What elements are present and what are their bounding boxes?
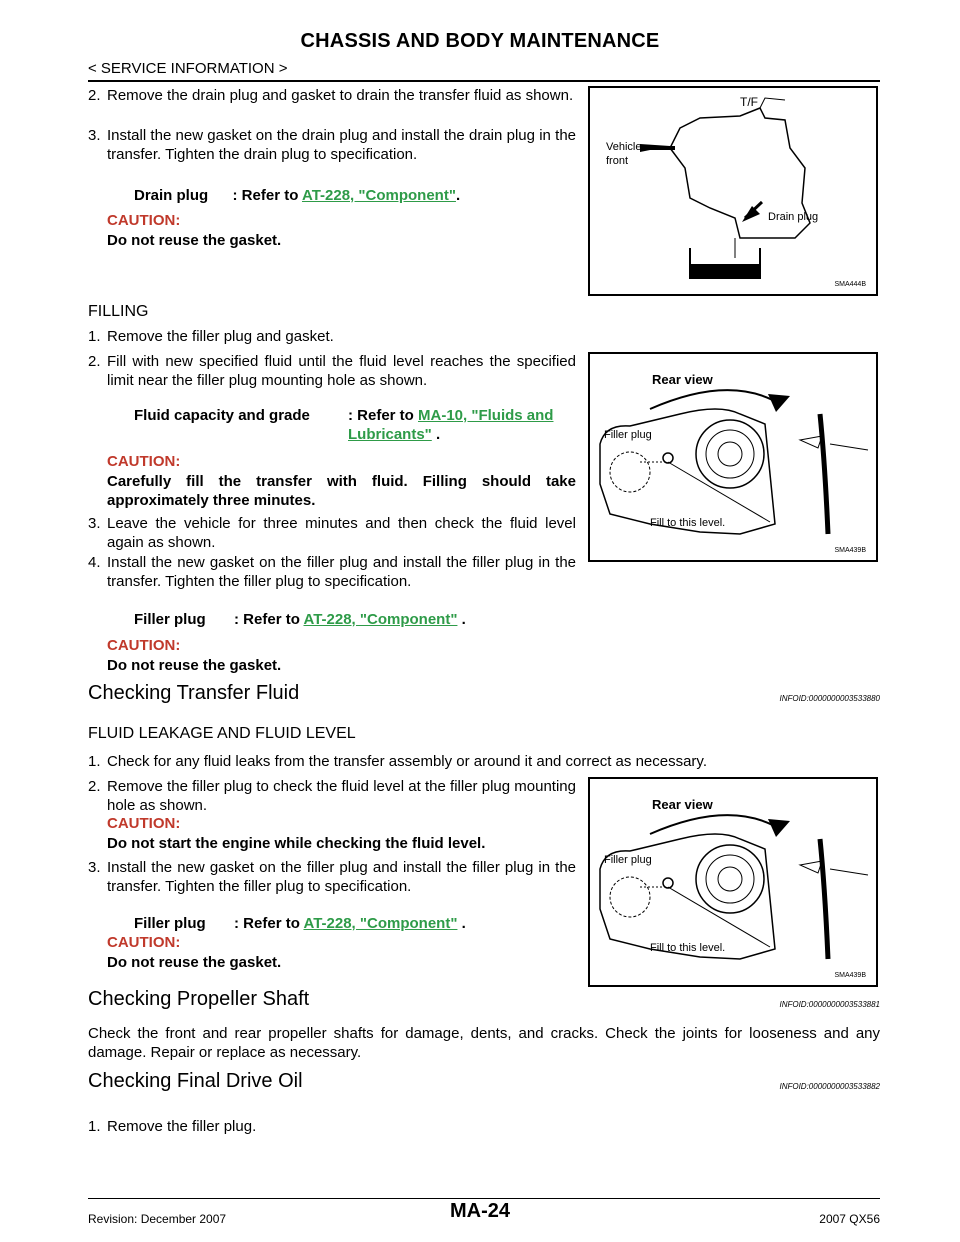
spec-link[interactable]: AT-228, "Component" (303, 611, 458, 628)
caution-label: CAUTION: (107, 815, 181, 832)
label-rear-view: Rear view (652, 797, 714, 812)
spec-label: Drain plug (134, 187, 209, 204)
info-id: INFOID:0000000003533881 (779, 1000, 880, 1009)
label-tf: T/F (740, 95, 758, 109)
info-id: INFOID:0000000003533880 (779, 694, 880, 703)
figure-code: SMA439B (834, 972, 866, 979)
caution-text: Carefully fill the transfer with fluid. … (107, 473, 576, 509)
figure-rear-view-1: Rear view Filler plug Fill to this level… (588, 352, 878, 562)
spec-row: Filler plug : Refer to AT-228, "Componen… (134, 611, 466, 628)
list-item: 2. Fill with new specified fluid until t… (88, 353, 576, 389)
list-item: 1. Remove the filler plug. (88, 1118, 257, 1135)
section-title-transfer-fluid: Checking Transfer Fluid (88, 682, 300, 704)
figure-drain-plug: T/F Vehicle front Drain plug SMA444B (588, 86, 878, 296)
figure-code: SMA439B (834, 547, 866, 554)
header-divider (88, 80, 880, 82)
label-front: front (606, 155, 628, 167)
section-title-propeller-shaft: Checking Propeller Shaft (88, 988, 310, 1010)
transfer-drain-diagram: T/F Vehicle front Drain plug (606, 95, 818, 279)
caution-text: Do not reuse the gasket. (107, 232, 282, 249)
page-title: CHASSIS AND BODY MAINTENANCE (300, 30, 660, 52)
caution-label: CAUTION: (107, 637, 181, 654)
spec-sep: : Refer to (232, 187, 299, 204)
model: 2007 QX56 (819, 1212, 880, 1226)
filler-plug-diagram: Rear view Filler plug Fill to this level… (599, 797, 869, 960)
filler-plug-diagram: Rear view Filler plug Fill to this level… (599, 372, 869, 535)
list-item: 2. Remove the filler plug to check the f… (88, 778, 576, 814)
subheading-fluid-leakage: FLUID LEAKAGE AND FLUID LEVEL (88, 725, 356, 742)
label-drain-plug: Drain plug (768, 211, 818, 223)
figure-rear-view-2: Rear view Filler plug Fill to this level… (588, 777, 878, 987)
list-item: 1. Check for any fluid leaks from the tr… (88, 753, 707, 770)
caution-label: CAUTION: (107, 453, 181, 470)
label-fill-level: Fill to this level. (650, 942, 725, 954)
step-number: 3. (88, 127, 101, 144)
figure-code: SMA444B (834, 281, 866, 288)
spec-row: Drain plug : Refer to AT-228, "Component… (134, 187, 461, 204)
list-item: 3. Install the new gasket on the filler … (88, 859, 576, 895)
label-filler-plug: Filler plug (604, 854, 652, 866)
list-item: 1. Remove the filler plug and gasket. (88, 328, 334, 345)
caution-text: Do not reuse the gasket. (107, 657, 282, 674)
info-id: INFOID:0000000003533882 (779, 1082, 880, 1091)
footer-divider (88, 1198, 880, 1199)
caution-label: CAUTION: (107, 212, 181, 229)
label-rear-view: Rear view (652, 372, 714, 387)
list-item: 2. Remove the drain plug and gasket to d… (88, 86, 576, 126)
step-text: Install the new gasket on the drain plug… (107, 127, 576, 163)
spec-label: Fluid capacity and grade (134, 407, 310, 424)
list-item: 3. Install the new gasket on the drain p… (88, 126, 576, 166)
spec-link[interactable]: AT-228, "Component" (301, 187, 456, 204)
list-item: 3. Leave the vehicle for three minutes a… (88, 515, 576, 551)
spec-link[interactable]: MA-10, "Fluids and Lubricants" (348, 407, 554, 443)
list-item: 4. Install the new gasket on the filler … (88, 554, 576, 590)
propeller-text: Check the front and rear propeller shaft… (88, 1025, 880, 1061)
page-number: MA-24 (449, 1200, 510, 1222)
subheading-filling: FILLING (88, 303, 149, 320)
caution-label: CAUTION: (107, 934, 181, 951)
spec-row: Filler plug : Refer to AT-228, "Componen… (134, 915, 466, 932)
label-filler-plug: Filler plug (604, 429, 652, 441)
revision: Revision: December 2007 (88, 1212, 227, 1226)
spec-link[interactable]: AT-228, "Component" (303, 915, 458, 932)
section-title-final-drive-oil: Checking Final Drive Oil (88, 1070, 303, 1092)
section-breadcrumb: < SERVICE INFORMATION > (88, 60, 288, 77)
step-number: 2. (88, 87, 101, 104)
step-text: Remove the drain plug and gasket to drai… (107, 87, 574, 104)
caution-text: Do not reuse the gasket. (107, 954, 282, 971)
label-vehicle: Vehicle (606, 141, 641, 153)
label-fill-level: Fill to this level. (650, 517, 725, 529)
caution-text: Do not start the engine while checking t… (107, 835, 486, 852)
